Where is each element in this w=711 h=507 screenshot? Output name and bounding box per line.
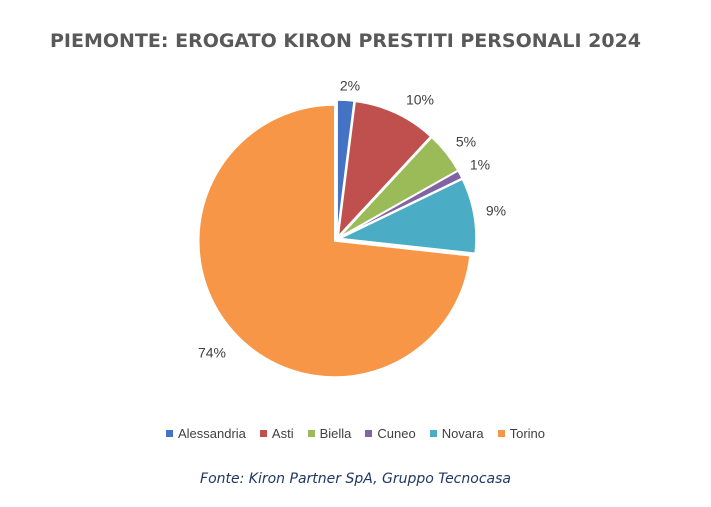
legend-label: Biella [319,426,352,441]
legend-item-asti: Asti [259,426,294,441]
pie-chart: 2% 10% 5% 1% 9% 74% [198,78,506,378]
pie-slice-novara [337,178,477,255]
data-label-asti: 10% [406,92,434,108]
legend-swatch [165,430,173,437]
data-label-novara: 9% [486,203,506,219]
legend-label: Alessandria [177,426,246,441]
pie-slice-asti [337,100,432,239]
pie-slice-torino [198,104,471,378]
legend-item-novara: Novara [429,426,484,441]
legend-label: Asti [271,426,294,441]
chart-title: PIEMONTE: EROGATO KIRON PRESTITI PERSONA… [50,30,642,52]
data-label-biella: 5% [456,134,476,150]
legend-swatch [497,430,505,437]
data-label-torino: 74% [198,345,226,361]
source-note: Fonte: Kiron Partner SpA, Gruppo Tecnoca… [200,471,511,487]
pie-slice-alessandria [336,99,355,237]
data-label-cuneo: 1% [470,157,490,173]
legend-item-alessandria: Alessandria [165,426,246,441]
legend-item-cuneo: Cuneo [365,426,416,441]
chart-legend: Alessandria Asti Biella Cuneo Novara Torino [0,426,711,441]
legend-swatch [307,430,315,437]
legend-swatch [429,430,437,437]
legend-label: Novara [441,426,484,441]
legend-swatch [259,430,267,437]
legend-item-torino: Torino [497,426,546,441]
data-label-alessandria: 2% [340,78,360,94]
pie-slice-cuneo [339,169,464,239]
legend-item-biella: Biella [307,426,352,441]
legend-label: Cuneo [377,426,416,441]
legend-label: Torino [509,426,546,441]
legend-swatch [365,430,373,437]
